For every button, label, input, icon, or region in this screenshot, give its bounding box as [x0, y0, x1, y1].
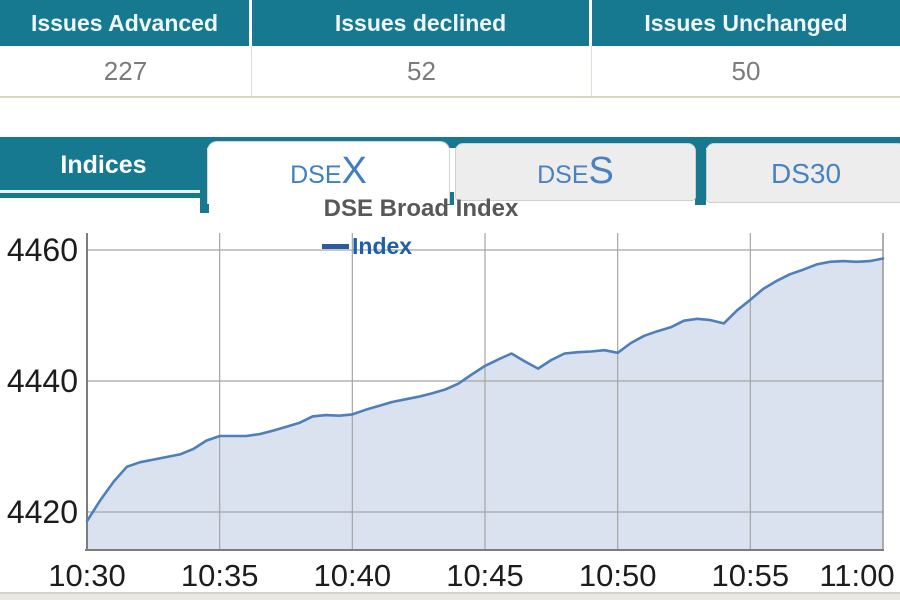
- legend-series-label: Index: [352, 233, 413, 259]
- issues-summary-value-row: 227 52 50: [0, 46, 900, 98]
- tab-dses[interactable]: DSES: [455, 143, 696, 201]
- issues-declined-value: 52: [252, 46, 592, 96]
- legend-line-swatch: [322, 244, 349, 249]
- x-tick-label: 10:30: [48, 558, 126, 593]
- tab-dses-label-prefix: DSE: [537, 161, 589, 189]
- issues-unchanged-header: Issues Unchanged: [592, 0, 900, 46]
- y-tick-label: 4460: [7, 232, 78, 268]
- indices-panel-label: Indices: [60, 151, 147, 179]
- y-tick-label: 4440: [7, 363, 78, 399]
- tab-gap-stub: [695, 137, 706, 205]
- y-tick-label: 4420: [7, 494, 78, 530]
- issues-declined-header: Issues declined: [252, 0, 592, 46]
- tab-ds30-label: DS30: [770, 158, 842, 189]
- tab-dsex[interactable]: DSEX: [207, 141, 450, 204]
- x-tick-label: 10:55: [712, 558, 790, 593]
- tab-dses-label-suffix: S: [588, 150, 614, 192]
- indices-panel-header: Indices: [0, 137, 207, 198]
- issues-summary-header-row: Issues Advanced Issues declined Issues U…: [0, 0, 900, 46]
- chart-legend: Index: [322, 233, 412, 260]
- tab-dsex-label-prefix: DSE: [290, 161, 342, 189]
- tab-corner-stub-right: [446, 192, 454, 205]
- chart-title: DSE Broad Index: [323, 195, 519, 222]
- indices-underline: [0, 190, 207, 193]
- issues-unchanged-value: 50: [592, 46, 900, 96]
- x-tick-label: 10:35: [181, 558, 259, 593]
- issues-advanced-value: 227: [0, 46, 252, 96]
- issues-advanced-header: Issues Advanced: [0, 0, 252, 46]
- x-tick-label: 10:45: [446, 558, 524, 593]
- index-series-line: [85, 257, 885, 523]
- x-tick-label: 11:00: [819, 558, 894, 593]
- tabbar-strip: [0, 137, 900, 148]
- index-area-chart: 4420 4440 4460 10:30 10:35 10:40 10:45 10:50 10:…: [7, 232, 895, 593]
- bottom-divider: [0, 592, 900, 600]
- tab-ds30[interactable]: DS30: [706, 143, 900, 203]
- tab-dsex-label-suffix: X: [341, 150, 367, 192]
- tab-corner-stub-left: [200, 188, 209, 213]
- x-tick-label: 10:40: [314, 558, 392, 593]
- x-tick-label: 10:50: [579, 558, 657, 593]
